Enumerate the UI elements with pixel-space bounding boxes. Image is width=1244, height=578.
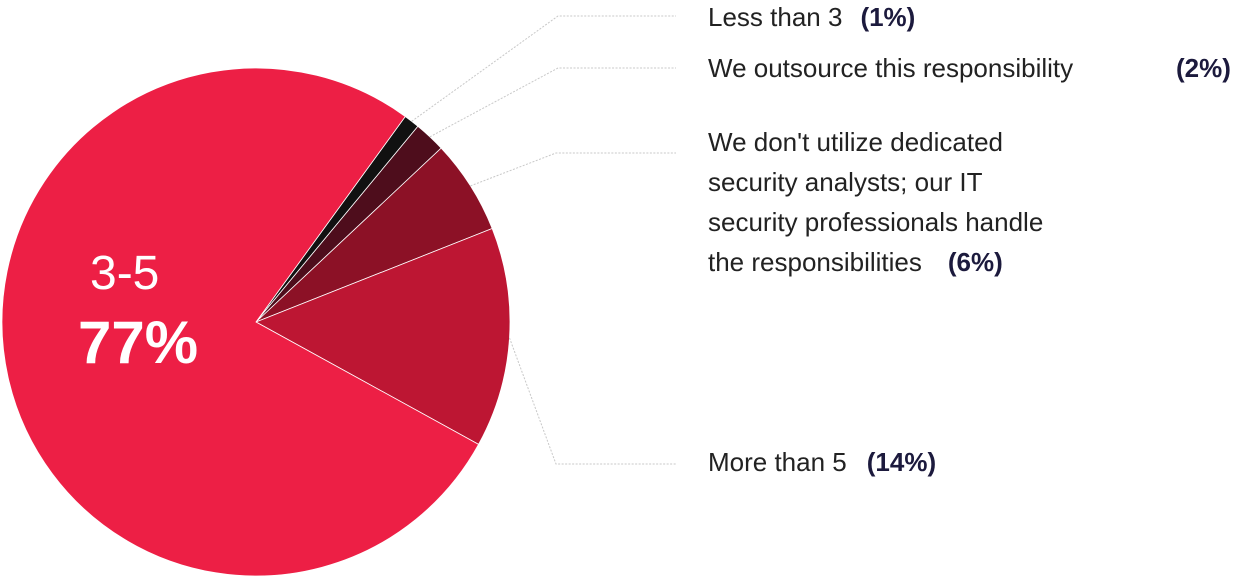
leader-line-more-than-5 xyxy=(509,337,676,465)
leader-line-outsource xyxy=(429,67,676,138)
leader-line-no-dedicated xyxy=(470,152,676,187)
pie-slice-more-than-5 xyxy=(255,227,511,445)
leader-lines xyxy=(411,15,676,465)
legend-outsource-name: We outsource this responsibility xyxy=(708,53,1074,83)
legend-no-dedicated-line1: We don't utilize dedicated xyxy=(708,127,1004,157)
pie-slices xyxy=(1,67,511,577)
legend-no-dedicated-pct: (6%) xyxy=(947,247,1003,277)
slice-label-3-5: 3-5 xyxy=(90,247,160,300)
legend-no-dedicated-line3: security professionals handle xyxy=(708,207,1044,237)
slice-value-3-5: 77% xyxy=(78,309,199,376)
legend-no-dedicated-line2: security analysts; our IT xyxy=(708,167,983,197)
legend-no-dedicated-line4: the responsibilities xyxy=(708,247,922,277)
legend-more-than-5-name: More than 5 xyxy=(708,447,847,477)
legend-less-than-3-name: Less than 3 xyxy=(708,2,843,32)
legend-less-than-3-pct: (1%) xyxy=(860,2,916,32)
legend-outsource-pct: (2%) xyxy=(1176,53,1231,83)
legend-less-than-3: Less than 3 (1%) xyxy=(708,0,915,37)
leader-line-less-than-3 xyxy=(411,15,676,122)
legend-outsource: We outsource this responsibility (2%) xyxy=(708,48,1244,88)
legend-more-than-5: More than 5 (14%) xyxy=(708,442,936,482)
pie-slice-3-5 xyxy=(1,67,480,577)
legend-more-than-5-pct: (14%) xyxy=(866,447,937,477)
legend-no-dedicated: We don't utilize dedicated security anal… xyxy=(708,122,1128,282)
